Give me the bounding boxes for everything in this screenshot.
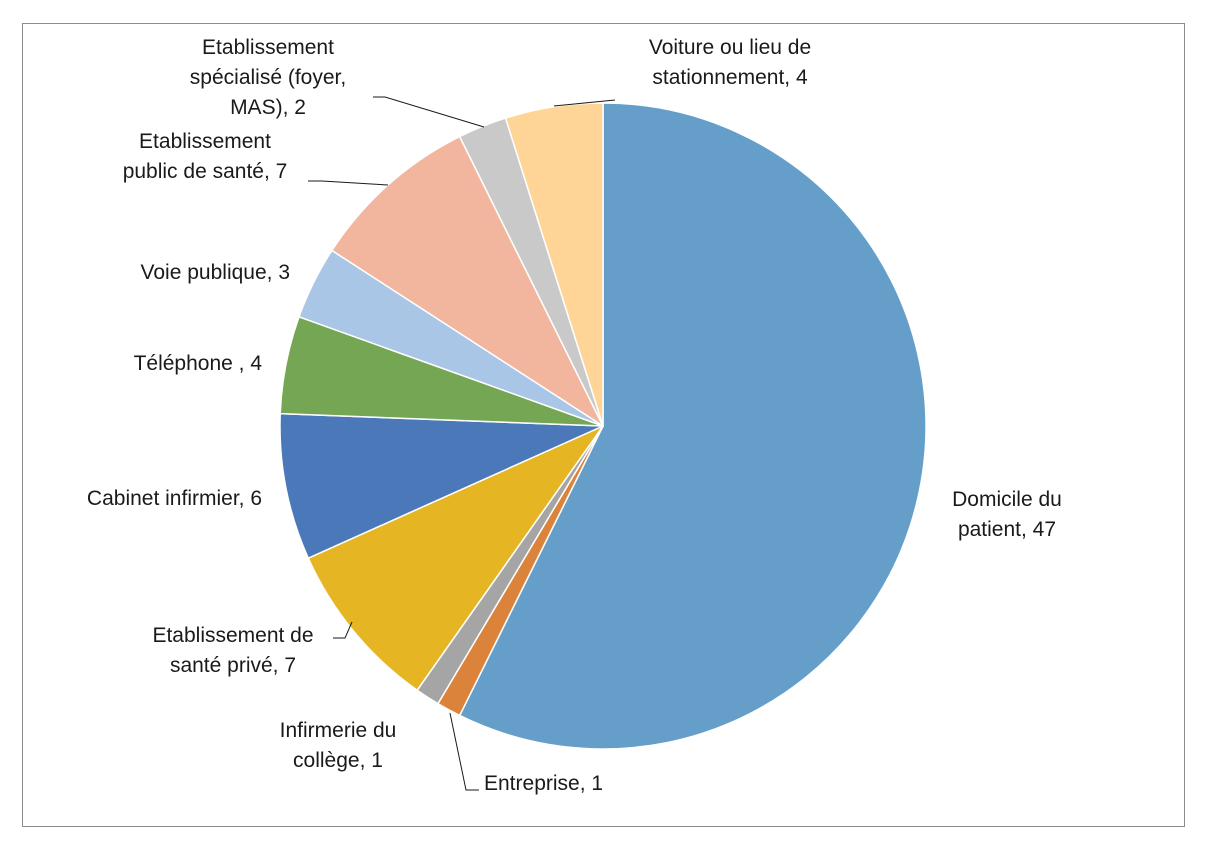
slice-label-5: Cabinet infirmier, 6 bbox=[87, 487, 262, 510]
slice-label-line: Etablissement bbox=[139, 130, 271, 153]
pie-slice-8 bbox=[331, 135, 604, 427]
slice-label-line: Cabinet infirmier, 6 bbox=[87, 487, 262, 510]
slice-label-line: Etablissement bbox=[202, 36, 334, 59]
pie-slices bbox=[279, 102, 927, 750]
slice-label-line: Entreprise, 1 bbox=[484, 772, 603, 795]
slice-label-1: Domicile du patient, 47 bbox=[952, 488, 1062, 541]
slice-label-line: Infirmerie du bbox=[280, 719, 397, 742]
slice-label-7: Voie publique, 3 bbox=[141, 261, 290, 284]
slice-label-line: Voiture ou lieu de bbox=[649, 36, 811, 59]
slice-label-line: Voie publique, 3 bbox=[141, 261, 290, 284]
slice-label-4: Etablissement de santé privé, 7 bbox=[152, 624, 313, 677]
slice-label-line: santé privé, 7 bbox=[170, 654, 296, 677]
slice-label-10: Voiture ou lieu de stationnement, 4 bbox=[649, 36, 811, 89]
slice-label-line: Etablissement de bbox=[152, 624, 313, 647]
leader-line-9 bbox=[373, 96, 485, 128]
slice-label-2: Entreprise, 1 bbox=[484, 772, 603, 795]
leader-lines bbox=[308, 96, 616, 791]
slice-label-line: public de santé, 7 bbox=[123, 160, 288, 183]
leader-line-2 bbox=[449, 712, 479, 791]
pie-slice-1 bbox=[458, 102, 927, 750]
slice-label-line: Téléphone , 4 bbox=[134, 352, 263, 375]
slice-label-line: MAS), 2 bbox=[230, 96, 306, 119]
slice-label-line: patient, 47 bbox=[958, 518, 1056, 541]
leader-line-4 bbox=[333, 621, 353, 639]
slice-label-line: stationnement, 4 bbox=[652, 66, 808, 89]
slice-label-9: Etablissement spécialisé (foyer, MAS), 2 bbox=[190, 36, 346, 119]
pie-slice-4 bbox=[307, 425, 604, 691]
slice-label-line: spécialisé (foyer, bbox=[190, 66, 346, 89]
slice-label-8: Etablissement public de santé, 7 bbox=[123, 130, 288, 183]
slice-labels: Domicile du patient, 47 Entreprise, 1 Infir… bbox=[87, 36, 1062, 795]
slice-label-3: Infirmerie du collège, 1 bbox=[280, 719, 397, 772]
slice-label-6: Téléphone , 4 bbox=[134, 352, 263, 375]
pie-slice-10 bbox=[504, 102, 604, 427]
leader-line-8 bbox=[308, 180, 389, 186]
leader-line-10 bbox=[553, 99, 616, 107]
slice-label-line: Domicile du bbox=[952, 488, 1062, 511]
slice-label-line: collège, 1 bbox=[293, 749, 383, 772]
pie-slice-5 bbox=[279, 412, 604, 559]
